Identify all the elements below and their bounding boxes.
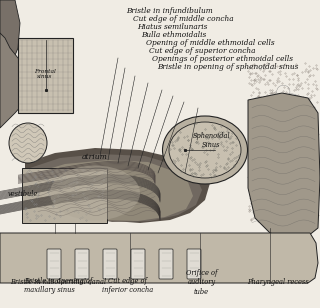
Text: Orifice of
auditory
tube: Orifice of auditory tube <box>186 269 217 296</box>
FancyBboxPatch shape <box>47 249 61 279</box>
Polygon shape <box>30 154 202 222</box>
FancyBboxPatch shape <box>159 249 173 279</box>
Text: Sphenoidal
Sinus: Sphenoidal Sinus <box>192 132 230 149</box>
Ellipse shape <box>50 165 140 221</box>
Ellipse shape <box>9 123 47 163</box>
Text: Frontal
sinus: Frontal sinus <box>34 69 56 79</box>
Text: vestibule: vestibule <box>8 190 38 198</box>
Text: Opening of middle ethmoidal cells: Opening of middle ethmoidal cells <box>146 39 274 47</box>
Bar <box>18 38 73 113</box>
Text: Cut edge of
inferior concha: Cut edge of inferior concha <box>102 277 154 294</box>
FancyBboxPatch shape <box>75 249 89 279</box>
Ellipse shape <box>169 122 241 178</box>
FancyBboxPatch shape <box>131 249 145 279</box>
Text: Cut edge of middle concha: Cut edge of middle concha <box>133 15 233 23</box>
Text: Bulla ethmoidalis: Bulla ethmoidalis <box>141 31 206 39</box>
Text: Pharyngeal recess: Pharyngeal recess <box>248 278 309 286</box>
Bar <box>22 168 107 223</box>
Polygon shape <box>25 148 210 223</box>
Text: Bristle in nasolacrimal canal: Bristle in nasolacrimal canal <box>10 278 106 286</box>
Text: Cut edge of superior concha: Cut edge of superior concha <box>149 47 255 55</box>
Text: Hiatus semilunaris: Hiatus semilunaris <box>138 23 208 31</box>
Polygon shape <box>35 160 193 221</box>
Text: Bristle in opening of sphenoidal sinus: Bristle in opening of sphenoidal sinus <box>157 63 298 71</box>
Ellipse shape <box>163 116 247 184</box>
Polygon shape <box>0 33 35 128</box>
Text: Openings of posterior ethmoidal cells: Openings of posterior ethmoidal cells <box>152 55 293 63</box>
Text: Bristle in infundibulum: Bristle in infundibulum <box>126 7 213 15</box>
Polygon shape <box>0 233 318 283</box>
FancyBboxPatch shape <box>103 249 117 279</box>
Text: Bristle in opening of
maxillary sinus: Bristle in opening of maxillary sinus <box>24 277 92 294</box>
FancyBboxPatch shape <box>187 249 201 279</box>
Text: atrium: atrium <box>82 153 107 161</box>
Polygon shape <box>0 0 20 88</box>
Polygon shape <box>248 93 320 238</box>
